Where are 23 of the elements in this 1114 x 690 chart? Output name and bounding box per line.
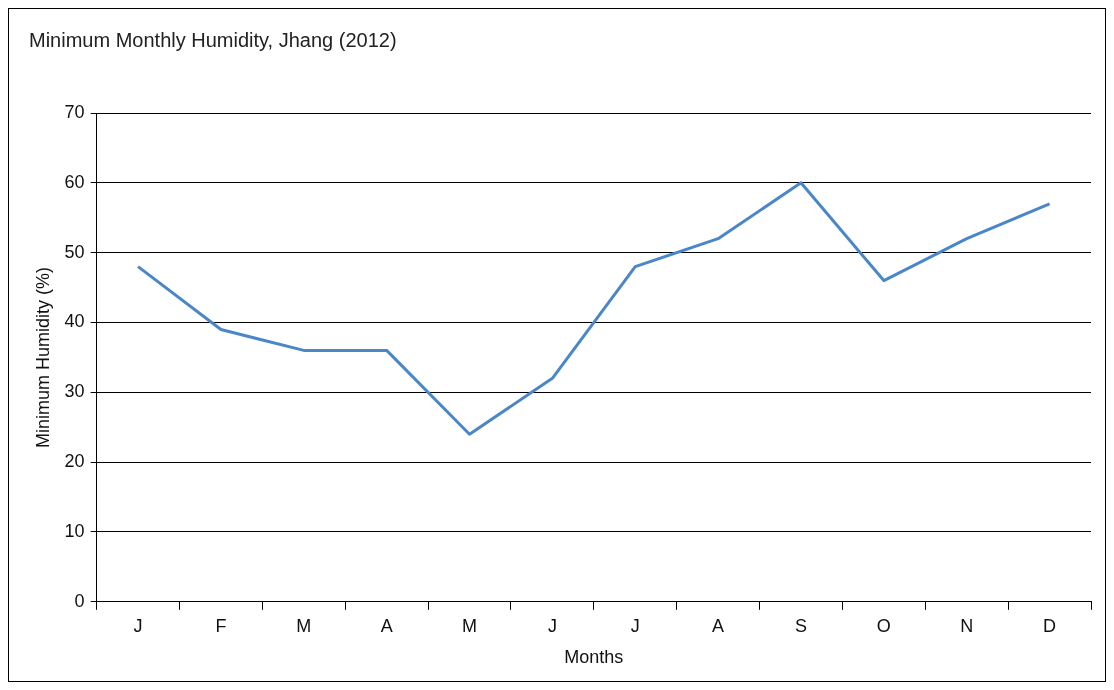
y-tick-label: 30 <box>64 381 85 402</box>
x-tick-label: A <box>712 615 725 636</box>
x-tick-label: J <box>630 615 640 636</box>
x-tick-label: F <box>215 615 227 636</box>
y-tick-label: 0 <box>74 590 85 611</box>
y-tick-label: 60 <box>64 171 85 192</box>
chart-title: Minimum Monthly Humidity, Jhang (2012) <box>29 28 397 51</box>
y-tick-label: 40 <box>64 311 85 332</box>
y-tick-label: 10 <box>64 520 85 541</box>
x-tick-label: J <box>133 615 143 636</box>
x-tick-label: D <box>1043 615 1057 636</box>
y-tick-label: 50 <box>64 241 85 262</box>
x-tick-label: A <box>380 615 393 636</box>
x-tick-label: J <box>547 615 557 636</box>
y-tick-label: 70 <box>64 101 85 122</box>
x-tick-label: O <box>876 615 891 636</box>
x-axis-title: Months <box>564 647 624 668</box>
x-tick-label: M <box>462 615 478 636</box>
x-tick-label: S <box>794 615 807 636</box>
y-tick-label: 20 <box>64 451 85 472</box>
x-tick-label: N <box>960 615 974 636</box>
y-axis-title: Minimum Humidity (%) <box>32 266 53 448</box>
x-tick-label: M <box>296 615 312 636</box>
